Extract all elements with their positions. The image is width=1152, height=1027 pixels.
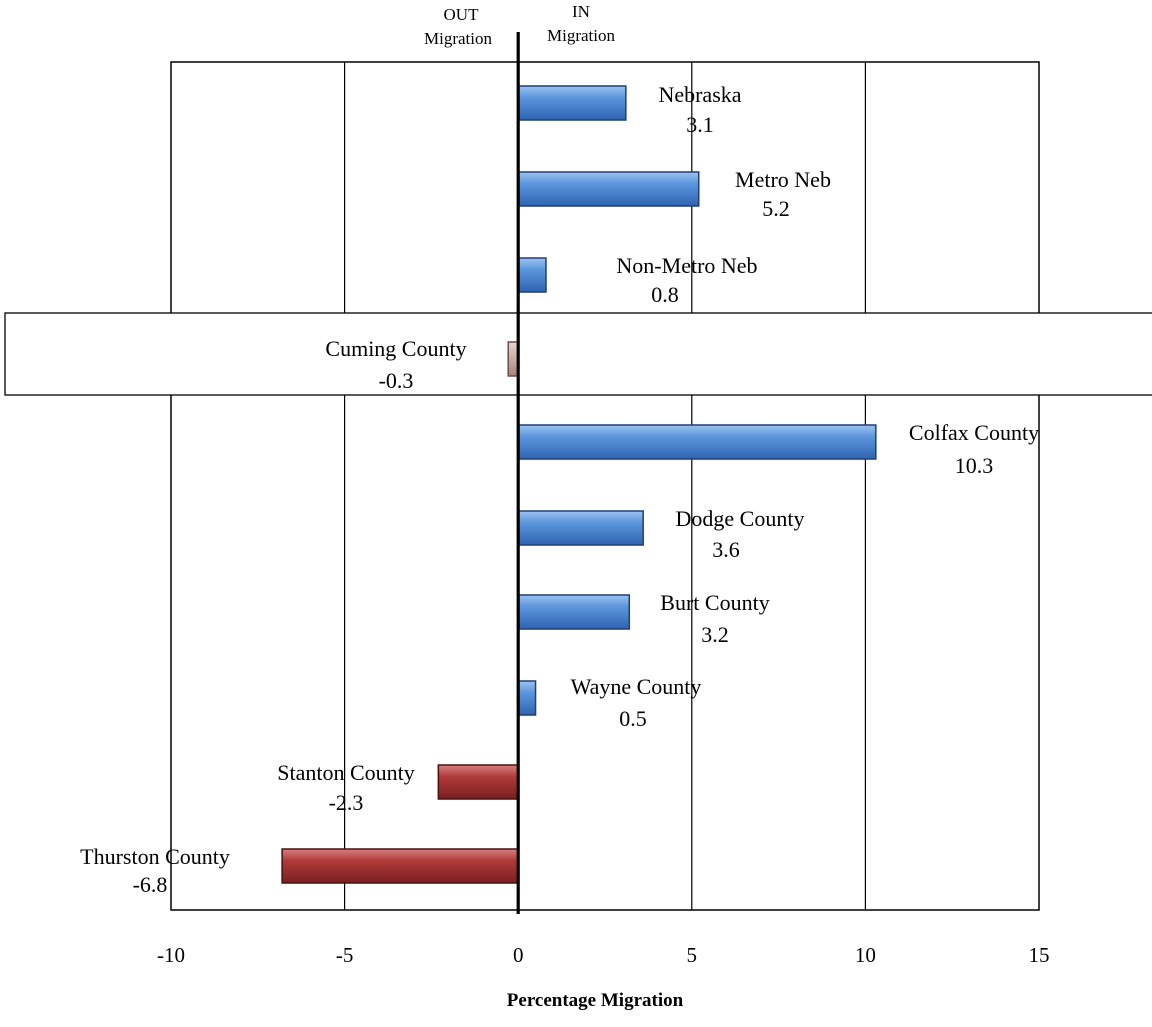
highlight-band: [4, 312, 1152, 396]
category-label-dodge-county: Dodge County: [676, 506, 805, 531]
category-label-burt-county: Burt County: [660, 590, 769, 615]
category-label-thurston-county: Thurston County: [80, 844, 230, 869]
x-tick-label-15: 15: [1029, 943, 1050, 967]
bar-nebraska: [517, 85, 627, 121]
value-label-wayne-county: 0.5: [619, 706, 647, 731]
in-migration-label-line1: IN: [572, 2, 590, 21]
bar-wayne-county: [517, 680, 537, 716]
x-tick-label-neg10: -10: [157, 943, 185, 967]
category-label-cuming-county: Cuming County: [325, 336, 466, 361]
bar-thurston-county: [281, 848, 519, 884]
category-label-stanton-county: Stanton County: [277, 760, 415, 785]
bar-dodge-county: [517, 510, 644, 546]
axis-group: -10 -5 0 5 10 15: [157, 32, 1050, 967]
value-label-cuming-county: -0.3: [379, 368, 414, 393]
x-tick-label-neg5: -5: [336, 943, 354, 967]
value-label-non-metro-neb: 0.8: [651, 282, 679, 307]
category-label-wayne-county: Wayne County: [571, 674, 702, 699]
labels-group: Nebraska 3.1 Metro Neb 5.2 Non-Metro Neb 0.8 C…: [80, 82, 1039, 897]
bar-non-metro-neb: [517, 257, 547, 293]
x-axis-title: Percentage Migration: [507, 990, 684, 1011]
bar-stanton-county: [437, 764, 519, 800]
value-label-nebraska: 3.1: [686, 112, 714, 137]
value-label-stanton-county: -2.3: [329, 790, 364, 815]
plot-area: [4, 61, 1152, 911]
category-label-metro-neb: Metro Neb: [735, 167, 831, 192]
out-migration-label-line1: OUT: [444, 5, 480, 24]
category-label-nebraska: Nebraska: [658, 82, 741, 107]
value-label-metro-neb: 5.2: [762, 196, 790, 221]
category-label-colfax-county: Colfax County: [909, 420, 1039, 445]
x-tick-label-0: 0: [513, 943, 524, 967]
value-label-burt-county: 3.2: [701, 622, 729, 647]
out-migration-label-line2: Migration: [424, 29, 492, 48]
x-tick-label-10: 10: [855, 943, 876, 967]
plot-frame: [170, 61, 1040, 911]
category-label-non-metro-neb: Non-Metro Neb: [616, 253, 757, 278]
x-tick-label-5: 5: [687, 943, 698, 967]
value-label-dodge-county: 3.6: [712, 537, 740, 562]
in-migration-label-line2: Migration: [547, 26, 615, 45]
bar-burt-county: [517, 594, 631, 630]
bar-metro-neb: [517, 171, 700, 207]
value-label-colfax-county: 10.3: [955, 453, 994, 478]
value-label-thurston-county: -6.8: [133, 872, 168, 897]
bar-colfax-county: [517, 424, 877, 460]
